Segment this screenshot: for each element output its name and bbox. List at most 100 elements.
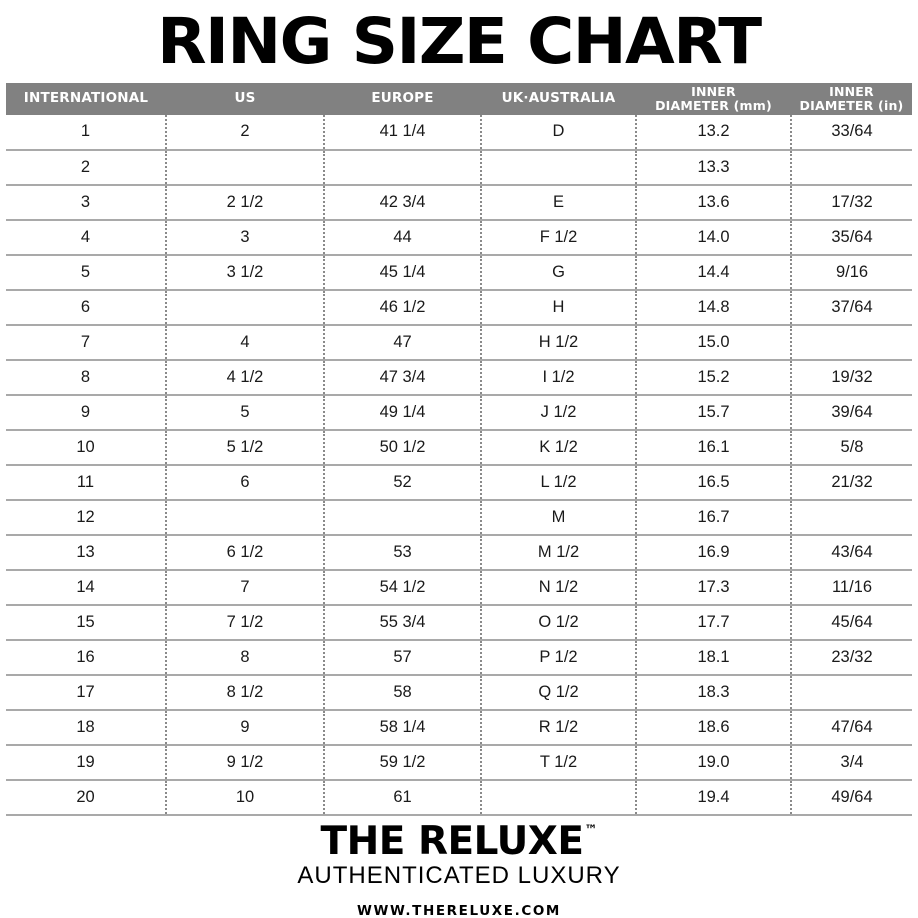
column-header-inner-diameter-mm-line1: INNER — [691, 83, 736, 99]
cell-uk_australia: R 1/2 — [481, 709, 637, 746]
cell-europe: 59 1/2 — [324, 744, 482, 781]
table-row: 16 8 57 P 1/2 18.1 23/32 — [6, 639, 912, 676]
cell-inner_in: 11/16 — [791, 569, 912, 606]
cell-international: 12 — [6, 499, 167, 536]
cell-uk_australia: K 1/2 — [481, 429, 637, 466]
cell-inner_mm: 14.4 — [636, 254, 792, 291]
cell-international: 17 — [6, 674, 167, 711]
cell-inner_in: 5/8 — [791, 429, 912, 466]
cell-us: 7 — [166, 569, 325, 606]
cell-international: 14 — [6, 569, 167, 606]
column-header-europe: EUROPE — [324, 83, 481, 115]
table-row: 6 46 1/2 H 14.8 37/64 — [6, 289, 912, 326]
table-row: 12 M 16.7 — [6, 499, 912, 536]
table-row: 2 13.3 — [6, 149, 912, 186]
cell-us: 2 — [166, 114, 325, 151]
table-row: 4 3 44 F 1/2 14.0 35/64 — [6, 219, 912, 256]
column-header-international-label: INTERNATIONAL — [23, 90, 149, 107]
cell-europe: 49 1/4 — [324, 394, 482, 431]
cell-europe: 58 1/4 — [324, 709, 482, 746]
cell-us: 9 1/2 — [166, 744, 325, 781]
cell-uk_australia: F 1/2 — [481, 219, 637, 256]
cell-inner_mm: 14.0 — [636, 219, 792, 256]
cell-europe: 53 — [324, 534, 482, 571]
column-header-us-label: US — [234, 90, 256, 107]
brand-lockup: THE RELUXE ™ — [321, 822, 598, 861]
cell-us: 6 1/2 — [166, 534, 325, 571]
cell-uk_australia: P 1/2 — [481, 639, 637, 676]
cell-inner_mm: 16.9 — [636, 534, 792, 571]
cell-europe: 47 — [324, 324, 482, 361]
table-row: 1 2 41 1/4 D 13.2 33/64 — [6, 114, 912, 151]
cell-uk_australia: M — [481, 499, 637, 536]
cell-europe: 42 3/4 — [324, 184, 482, 221]
cell-europe: 41 1/4 — [324, 114, 482, 151]
table-header: INTERNATIONAL US EUROPE UK·AUSTRALIA INN… — [6, 82, 912, 115]
cell-inner_in: 23/32 — [791, 639, 912, 676]
cell-inner_mm: 16.1 — [636, 429, 792, 466]
cell-international: 7 — [6, 324, 167, 361]
cell-us: 8 — [166, 639, 325, 676]
cell-europe: 47 3/4 — [324, 359, 482, 396]
column-header-inner-diameter-in-line2: DIAMETER (in) — [799, 97, 904, 113]
cell-international: 3 — [6, 184, 167, 221]
cell-inner_mm: 15.2 — [636, 359, 792, 396]
cell-inner_in: 21/32 — [791, 464, 912, 501]
cell-uk_australia: T 1/2 — [481, 744, 637, 781]
cell-europe: 44 — [324, 219, 482, 256]
column-header-inner-diameter-mm: INNER DIAMETER (mm) — [636, 83, 791, 115]
cell-europe — [324, 149, 482, 186]
cell-international: 2 — [6, 149, 167, 186]
cell-inner_in — [791, 499, 912, 536]
cell-international: 18 — [6, 709, 167, 746]
cell-inner_mm: 19.4 — [636, 779, 792, 816]
cell-inner_mm: 14.8 — [636, 289, 792, 326]
brand-tagline: AUTHENTICATED LUXURY — [297, 861, 621, 889]
cell-us: 4 1/2 — [166, 359, 325, 396]
cell-us: 5 1/2 — [166, 429, 325, 466]
cell-uk_australia: M 1/2 — [481, 534, 637, 571]
table-body: 1 2 41 1/4 D 13.2 33/64 2 13.3 3 2 1/2 42 3/4 E 13.6… — [6, 114, 912, 816]
cell-inner_mm: 17.3 — [636, 569, 792, 606]
cell-europe: 46 1/2 — [324, 289, 482, 326]
cell-us — [166, 499, 325, 536]
cell-uk_australia: H — [481, 289, 637, 326]
cell-inner_mm: 15.7 — [636, 394, 792, 431]
table-row: 7 4 47 H 1/2 15.0 — [6, 324, 912, 361]
cell-uk_australia: O 1/2 — [481, 604, 637, 641]
cell-uk_australia: H 1/2 — [481, 324, 637, 361]
table-row: 19 9 1/2 59 1/2 T 1/2 19.0 3/4 — [6, 744, 912, 781]
cell-us: 10 — [166, 779, 325, 816]
cell-us: 2 1/2 — [166, 184, 325, 221]
column-header-uk-australia-label: UK·AUSTRALIA — [501, 90, 616, 107]
footer-branding: THE RELUXE ™ AUTHENTICATED LUXURY WWW.TH… — [0, 816, 918, 918]
cell-uk_australia: I 1/2 — [481, 359, 637, 396]
cell-inner_mm: 16.7 — [636, 499, 792, 536]
cell-inner_mm: 18.6 — [636, 709, 792, 746]
cell-inner_in: 43/64 — [791, 534, 912, 571]
cell-uk_australia: L 1/2 — [481, 464, 637, 501]
table-row: 9 5 49 1/4 J 1/2 15.7 39/64 — [6, 394, 912, 431]
column-header-inner-diameter-in-line1: INNER — [829, 83, 874, 99]
cell-inner_in — [791, 324, 912, 361]
table-row: 10 5 1/2 50 1/2 K 1/2 16.1 5/8 — [6, 429, 912, 466]
cell-international: 5 — [6, 254, 167, 291]
cell-inner_in: 39/64 — [791, 394, 912, 431]
cell-europe: 45 1/4 — [324, 254, 482, 291]
cell-inner_in: 19/32 — [791, 359, 912, 396]
table-row: 18 9 58 1/4 R 1/2 18.6 47/64 — [6, 709, 912, 746]
cell-inner_mm: 13.2 — [636, 114, 792, 151]
cell-international: 9 — [6, 394, 167, 431]
cell-international: 11 — [6, 464, 167, 501]
cell-inner_mm: 16.5 — [636, 464, 792, 501]
cell-us: 8 1/2 — [166, 674, 325, 711]
cell-inner_mm: 17.7 — [636, 604, 792, 641]
page-title: RING SIZE CHART — [157, 4, 762, 78]
cell-europe: 58 — [324, 674, 482, 711]
cell-uk_australia: N 1/2 — [481, 569, 637, 606]
cell-uk_australia: G — [481, 254, 637, 291]
cell-international: 4 — [6, 219, 167, 256]
cell-europe: 54 1/2 — [324, 569, 482, 606]
